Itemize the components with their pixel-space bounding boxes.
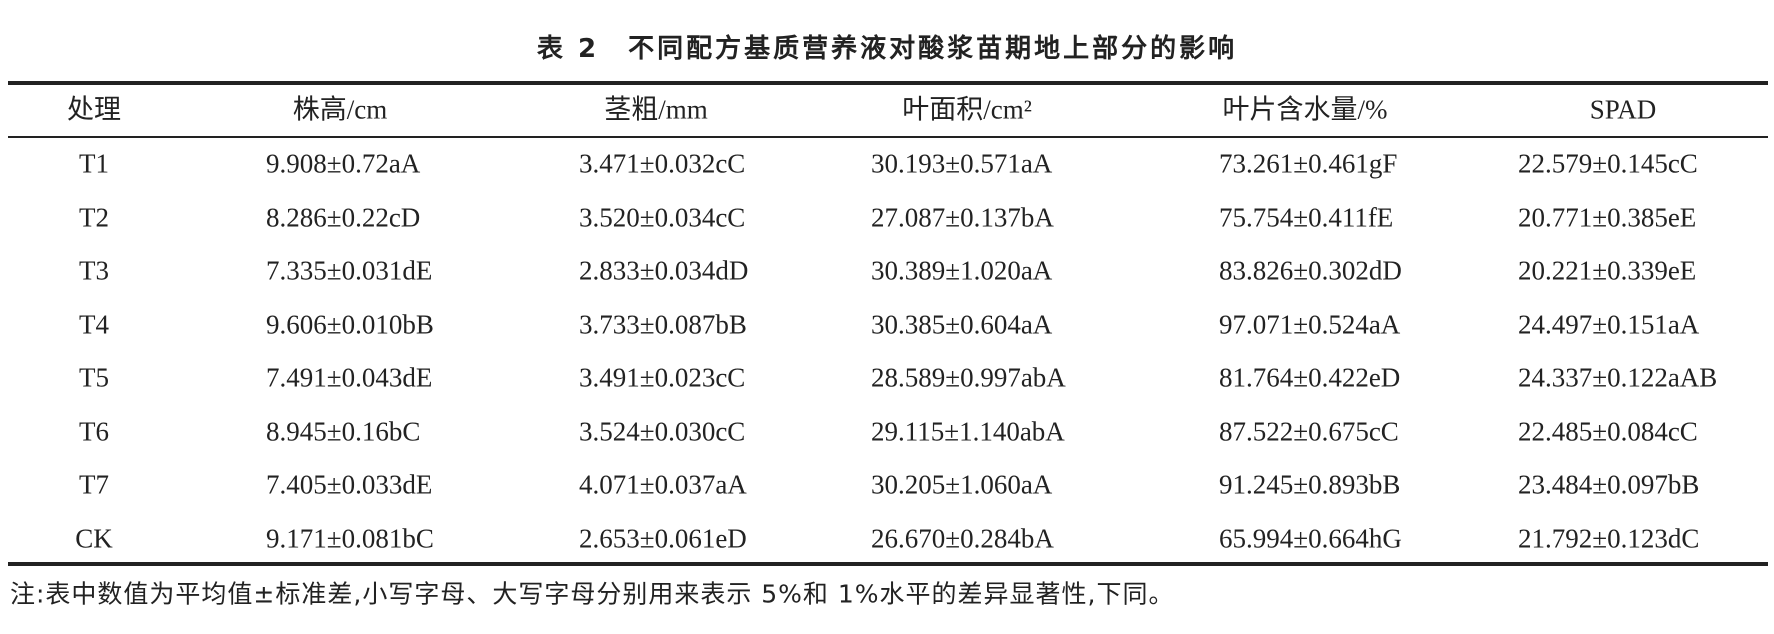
table-cell: 9.171±0.081bC [266,523,434,553]
row-label: T5 [79,362,109,393]
column-header: SPAD [1589,94,1657,125]
table-note: 注:表中数值为平均值±标准差,小写字母、大写字母分别用来表示 5%和 1%水平的… [10,579,1175,609]
table-cell: 97.071±0.524aA [1219,309,1401,339]
table-cell: 3.733±0.087bB [579,309,747,339]
table-cell: 29.115±1.140abA [871,416,1065,446]
row-label: T4 [79,309,109,339]
table-cell: 8.286±0.22cD [266,202,421,232]
row-label: CK [75,523,113,553]
table-cell: 23.484±0.097bB [1518,469,1700,500]
table-cell: 65.994±0.664hG [1219,523,1402,553]
table-cell: 2.653±0.061eD [579,523,747,553]
table-cell: 22.485±0.084cC [1518,416,1698,446]
column-header: 株高/cm [292,94,388,125]
table-cell: 24.497±0.151aA [1518,309,1700,339]
table-cell: 83.826±0.302dD [1219,255,1402,286]
table-cell: 20.771±0.385eE [1518,202,1697,232]
table-cell: 30.389±1.020aA [871,255,1053,286]
bottom-rule [8,562,1768,566]
row-label: T2 [79,202,109,232]
table-cell: 87.522±0.675cC [1219,416,1399,446]
table-cell: 24.337±0.122aAB [1518,362,1718,393]
table-cell: 30.205±1.060aA [871,469,1053,500]
table-cell: 22.579±0.145cC [1518,148,1698,179]
row-label: T3 [79,255,109,286]
row-label: T7 [79,469,109,500]
table-title: 表 2 不同配方基质营养液对酸浆苗期地上部分的影响 [536,34,1238,64]
table-cell: 73.261±0.461gF [1219,148,1398,179]
table-cell: 30.385±0.604aA [871,309,1053,339]
table-cell: 91.245±0.893bB [1219,469,1401,500]
column-header: 叶片含水量/% [1222,94,1388,125]
table-cell: 4.071±0.037aA [579,469,747,500]
table-cell: 81.764±0.422eD [1219,362,1401,393]
column-header: 叶面积/cm² [902,94,1032,125]
table-cell: 8.945±0.16bC [266,416,421,446]
row-label: T1 [79,148,109,179]
table-cell: 20.221±0.339eE [1518,255,1697,286]
top-rule [8,81,1768,85]
table-cell: 9.908±0.72aA [266,148,421,179]
table-cell: 28.589±0.997abA [871,362,1066,393]
table-cell: 7.335±0.031dE [266,255,433,286]
header-rule [8,136,1768,138]
table-cell: 30.193±0.571aA [871,148,1053,179]
table-cell: 7.491±0.043dE [266,362,433,393]
table-cell: 3.524±0.030cC [579,416,746,446]
column-header: 处理 [67,94,121,125]
table-cell: 3.520±0.034cC [579,202,746,232]
table-cell: 9.606±0.010bB [266,309,434,339]
table-cell: 21.792±0.123dC [1518,523,1700,553]
row-label: T6 [79,416,109,446]
table-cell: 75.754±0.411fE [1219,202,1394,232]
table-cell: 2.833±0.034dD [579,255,749,286]
column-header: 茎粗/mm [604,94,708,125]
table-cell: 3.491±0.023cC [579,362,746,393]
table-cell: 7.405±0.033dE [266,469,433,500]
table-cell: 27.087±0.137bA [871,202,1054,232]
table-cell: 3.471±0.032cC [579,148,746,179]
table-cell: 26.670±0.284bA [871,523,1054,553]
